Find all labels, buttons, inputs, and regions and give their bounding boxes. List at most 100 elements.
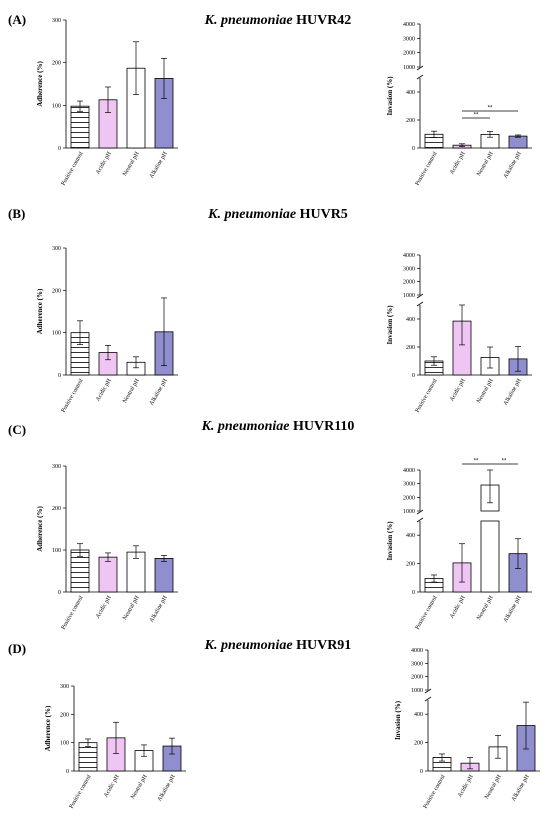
panel-c-header: (C) K. pneumoniae HUVR110 xyxy=(8,419,354,437)
y-tick-label: 4000 xyxy=(403,253,415,259)
y-tick-label: 4000 xyxy=(403,22,415,28)
axis-break-mark xyxy=(416,74,424,80)
panel-title-a-species: K. pneumoniae xyxy=(204,13,293,28)
category-label: Acidic pH xyxy=(95,594,113,619)
invasion-chart-d: 0 200 400 1000 2000 3000 4000 Invasion (%) Posit… xyxy=(394,648,540,810)
y-tick-label: 2000 xyxy=(411,675,423,681)
y-tick-label: 200 xyxy=(52,61,61,67)
panel-title-d: K. pneumoniae HUVR91 xyxy=(204,638,352,653)
panel-label-b: (B) xyxy=(8,206,25,221)
category-label: Neutral pH xyxy=(476,594,495,621)
category-label: Alkaline pH xyxy=(503,150,523,179)
y-tick-label: 200 xyxy=(406,562,415,568)
category-label: Acidic pH xyxy=(95,377,113,402)
category-label: Positive control xyxy=(415,151,439,187)
category-label: Positive control xyxy=(61,151,85,187)
y-tick-label: 100 xyxy=(52,548,61,554)
category-label: Acidic pH xyxy=(449,150,467,175)
axis-break-mark xyxy=(416,301,424,307)
significance-label: ** xyxy=(474,459,479,465)
category-label: Neutral pH xyxy=(476,377,495,404)
y-tick-label: 0 xyxy=(412,590,415,596)
axis-break-mark xyxy=(424,696,432,702)
significance-label: ** xyxy=(488,106,493,112)
y-axis-label: Adherence (%) xyxy=(44,705,52,751)
panel-title-b-species: K. pneumoniae xyxy=(207,207,296,222)
category-label: Alkaline pH xyxy=(149,377,169,406)
category-label: Positive control xyxy=(69,774,93,810)
category-label: Neutral pH xyxy=(130,773,149,800)
invasion-chart-b: 0 200 400 1000 2000 3000 4000 Invasion (%) Posit… xyxy=(386,253,532,414)
y-tick-label: 300 xyxy=(52,464,61,470)
y-tick-label: 3000 xyxy=(411,661,423,667)
invasion-chart-a: 0 200 400 1000 2000 3000 4000 Invasion (%) ** ** P… xyxy=(386,22,532,187)
significance-label: ** xyxy=(474,113,479,119)
panel-label-d: (D) xyxy=(8,641,26,656)
y-tick-label: 0 xyxy=(58,146,61,152)
panel-a-header: (A) K. pneumoniae HUVR42 xyxy=(8,12,351,28)
bar xyxy=(508,135,528,149)
category-label: Neutral pH xyxy=(484,773,503,800)
y-tick-label: 100 xyxy=(60,741,69,747)
y-tick-label: 100 xyxy=(52,331,61,337)
y-tick-label: 2000 xyxy=(403,495,415,501)
panel-label-c: (C) xyxy=(8,422,26,437)
category-label: Acidic pH xyxy=(95,150,113,175)
y-axis-label: Invasion (%) xyxy=(386,305,394,345)
y-axis-label: Invasion (%) xyxy=(394,700,402,740)
panel-b-header: (B) K. pneumoniae HUVR5 xyxy=(8,206,348,222)
y-axis-label: Adherence (%) xyxy=(36,506,44,552)
category-label: Alkaline pH xyxy=(511,773,531,802)
y-tick-label: 400 xyxy=(406,533,415,539)
category-label: Alkaline pH xyxy=(157,773,177,802)
y-tick-label: 0 xyxy=(412,373,415,379)
category-label: Alkaline pH xyxy=(149,594,169,623)
y-tick-label: 1000 xyxy=(411,688,423,694)
y-tick-label: 2000 xyxy=(403,51,415,57)
bar xyxy=(78,742,98,772)
category-label: Neutral pH xyxy=(122,150,141,177)
y-tick-label: 1000 xyxy=(403,293,415,299)
axis-break-mark xyxy=(416,293,424,299)
bar xyxy=(154,558,174,593)
category-label: Positive control xyxy=(423,774,447,810)
y-axis-label: Invasion (%) xyxy=(386,521,394,561)
axis-break-mark xyxy=(416,509,424,515)
y-tick-label: 200 xyxy=(52,288,61,294)
panel-title-b: K. pneumoniae HUVR5 xyxy=(207,207,348,222)
y-tick-label: 400 xyxy=(406,90,415,96)
y-tick-label: 200 xyxy=(406,118,415,124)
panel-title-d-strain: HUVR91 xyxy=(296,638,351,653)
y-tick-label: 400 xyxy=(414,712,423,718)
y-tick-label: 200 xyxy=(60,712,69,718)
panel-title-a: K. pneumoniae HUVR42 xyxy=(204,13,352,28)
y-tick-label: 3000 xyxy=(403,482,415,488)
invasion-chart-c: 0 200 400 1000 2000 3000 4000 Invasion (%) ** ** P… xyxy=(386,459,532,631)
axis-break-mark xyxy=(416,65,424,71)
adherence-chart-b: 0 100 200 300 Adherence (%) Positive control A… xyxy=(36,246,178,414)
panel-title-d-species: K. pneumoniae xyxy=(204,638,293,653)
panel-d-header: (D) K. pneumoniae HUVR91 xyxy=(8,638,351,656)
y-tick-label: 1000 xyxy=(403,65,415,71)
y-tick-label: 3000 xyxy=(403,36,415,42)
y-tick-label: 4000 xyxy=(411,648,423,654)
y-tick-label: 200 xyxy=(52,506,61,512)
category-label: Positive control xyxy=(415,595,439,631)
category-label: Neutral pH xyxy=(122,377,141,404)
panel-title-a-strain: HUVR42 xyxy=(296,13,351,28)
y-tick-label: 200 xyxy=(414,741,423,747)
axis-break-mark xyxy=(424,688,432,694)
category-label: Positive control xyxy=(61,595,85,631)
adherence-chart-d: 0 100 200 300 Adherence (%) Positive control A… xyxy=(44,684,186,810)
panel-title-c-strain: HUVR110 xyxy=(293,419,354,434)
category-label: Neutral pH xyxy=(122,594,141,621)
category-label: Acidic pH xyxy=(457,773,475,798)
y-axis-label: Invasion (%) xyxy=(386,76,394,116)
y-tick-label: 4000 xyxy=(403,468,415,474)
y-tick-label: 400 xyxy=(406,317,415,323)
y-axis-label: Adherence (%) xyxy=(36,288,44,334)
category-label: Acidic pH xyxy=(449,377,467,402)
category-label: Alkaline pH xyxy=(149,150,169,179)
y-tick-label: 100 xyxy=(52,103,61,109)
category-label: Acidic pH xyxy=(103,773,121,798)
